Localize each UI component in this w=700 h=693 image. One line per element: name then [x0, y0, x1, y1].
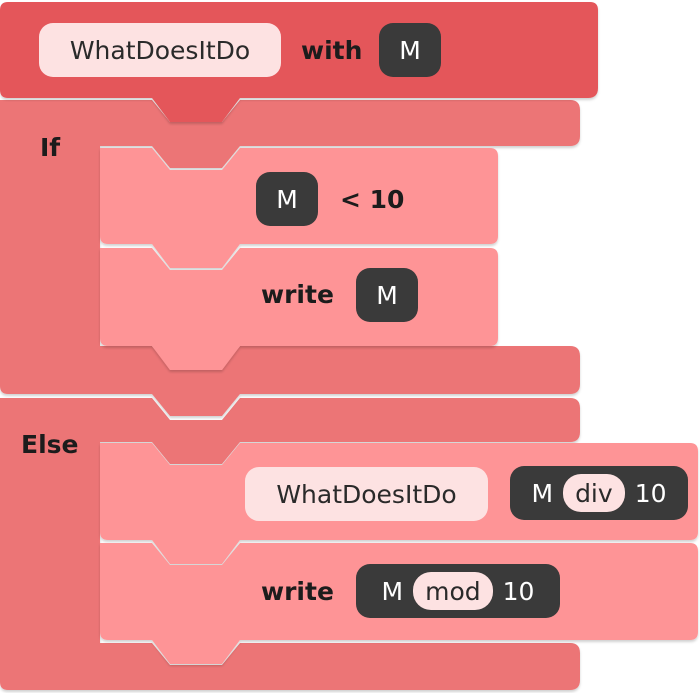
if-write-label: write	[261, 280, 334, 309]
div-operator[interactable]: div	[563, 474, 625, 512]
mod-operator[interactable]: mod	[413, 572, 493, 610]
function-name-field[interactable]: WhatDoesItDo	[39, 23, 281, 77]
if-write-variable-chip[interactable]: M	[356, 268, 418, 322]
else-write-label: write	[261, 577, 334, 606]
mod-right-operand: 10	[502, 576, 535, 606]
with-label: with	[301, 36, 363, 65]
else-label: Else	[21, 430, 79, 459]
if-block[interactable]	[0, 100, 580, 416]
div-left-operand: M	[531, 478, 554, 508]
div-right-operand: 10	[634, 478, 667, 508]
else-block[interactable]	[0, 398, 580, 690]
mod-left-operand: M	[381, 576, 404, 606]
if-label: If	[40, 133, 61, 162]
condition-variable-chip[interactable]: M	[256, 172, 318, 226]
div-expression-chip[interactable]: M div 10	[510, 466, 688, 520]
condition-operator-label: < 10	[340, 185, 405, 214]
mod-expression-chip[interactable]: M mod 10	[356, 564, 560, 618]
recursive-call-name-field[interactable]: WhatDoesItDo	[245, 467, 488, 521]
parameter-chip[interactable]: M	[379, 23, 441, 77]
